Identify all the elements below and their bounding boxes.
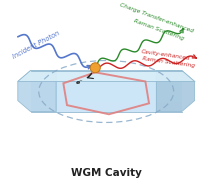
Text: Raman Scattering: Raman Scattering (133, 19, 185, 41)
Polygon shape (30, 80, 182, 102)
Polygon shape (156, 70, 195, 112)
Polygon shape (30, 70, 182, 112)
Polygon shape (30, 102, 182, 112)
Polygon shape (18, 70, 56, 112)
Circle shape (90, 63, 100, 73)
Polygon shape (18, 70, 195, 81)
Text: Cavity-enhanced: Cavity-enhanced (140, 50, 190, 61)
Text: Incident Photon: Incident Photon (12, 30, 60, 60)
Text: Charge Transfer-enhanced: Charge Transfer-enhanced (119, 3, 194, 34)
Text: e⁻: e⁻ (76, 80, 84, 85)
Text: WGM Cavity: WGM Cavity (71, 168, 142, 178)
Text: Raman Scattering: Raman Scattering (142, 56, 195, 69)
